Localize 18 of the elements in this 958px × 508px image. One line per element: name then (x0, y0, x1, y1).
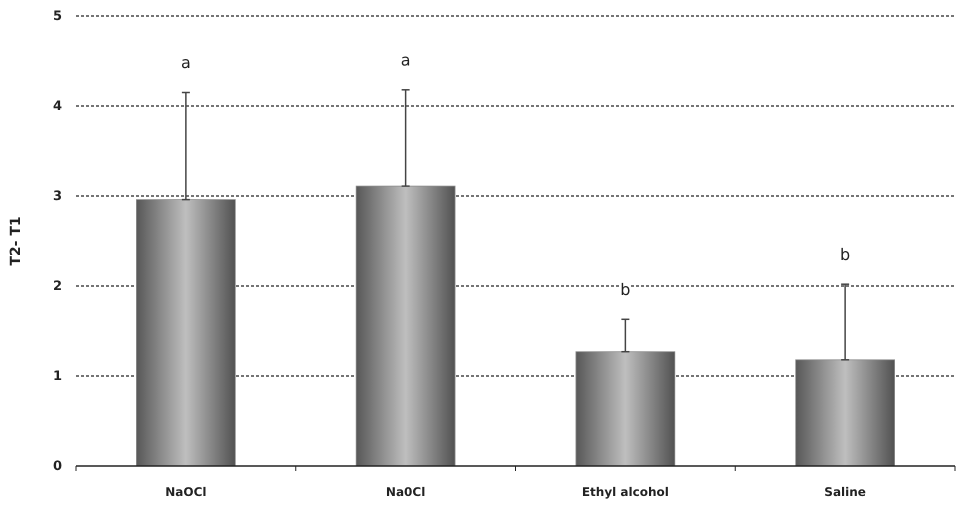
x-tick-label: Saline (824, 485, 866, 499)
bar (795, 359, 895, 466)
y-axis-title: T2- T1 (8, 216, 24, 266)
y-tick-label: 2 (52, 279, 62, 294)
annotation: a (400, 50, 411, 70)
annotation: a (180, 53, 191, 72)
bar (356, 186, 456, 466)
x-tick-label: Ethyl alcohol (582, 485, 669, 499)
y-tick-label: 0 (52, 459, 62, 474)
y-tick-label: 1 (52, 369, 62, 384)
x-tick-label: NaOCl (165, 485, 207, 499)
y-tick-label: 3 (52, 189, 62, 204)
y-tick-label: 4 (52, 99, 62, 114)
bar (136, 199, 236, 466)
x-tick-label: Na0Cl (386, 485, 426, 499)
y-tick-label: 5 (52, 9, 62, 24)
annotation: b (840, 244, 850, 264)
bar (576, 351, 676, 466)
